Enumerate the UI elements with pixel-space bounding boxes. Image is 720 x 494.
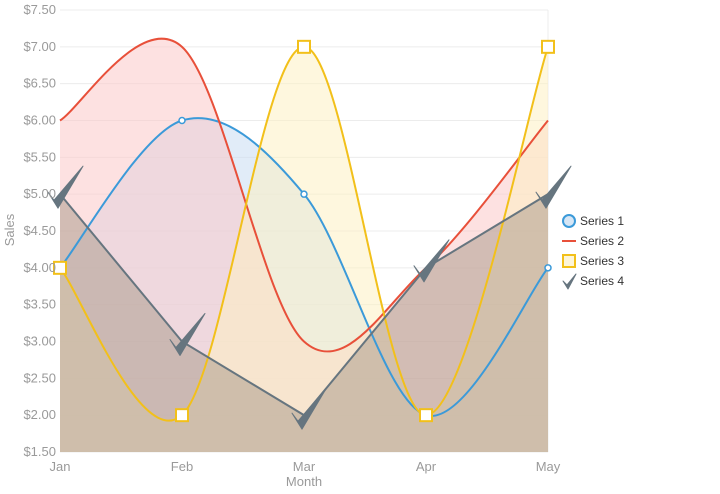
- y-tick-label: $7.00: [23, 39, 56, 54]
- y-tick-label: $2.00: [23, 407, 56, 422]
- y-tick-label: $5.00: [23, 186, 56, 201]
- series-3-point[interactable]: [297, 39, 311, 54]
- series-4-point[interactable]: [413, 239, 450, 283]
- legend-item-series-4[interactable]: Series 4: [562, 273, 624, 290]
- series-1-point[interactable]: [544, 264, 552, 272]
- legend-label: Series 3: [580, 254, 624, 268]
- series-3-point[interactable]: [419, 408, 433, 423]
- y-tick-label: $5.50: [23, 149, 56, 164]
- legend: Series 1 Series 2 Series 3 Series 4: [562, 214, 624, 290]
- y-tick-label: $1.50: [23, 444, 56, 459]
- y-tick-label: $6.50: [23, 76, 56, 91]
- series-1-point[interactable]: [300, 190, 308, 198]
- legend-square-icon: [562, 254, 576, 268]
- x-axis-ticks: Jan Feb Mar Apr May: [50, 459, 561, 474]
- x-axis-title: Month: [286, 474, 322, 489]
- y-tick-label: $3.00: [23, 334, 56, 349]
- y-tick-label: $2.50: [23, 370, 56, 385]
- y-axis-ticks: $1.50 $2.00 $2.50 $3.00 $3.50 $4.00 $4.50 $5.00…: [23, 2, 56, 459]
- legend-item-series-2[interactable]: Series 2: [562, 234, 624, 248]
- legend-check-icon: [562, 273, 577, 290]
- series-3-point[interactable]: [541, 39, 555, 54]
- series-1-line: [59, 117, 549, 417]
- x-tick-label: Jan: [50, 459, 71, 474]
- y-tick-label: $3.50: [23, 297, 56, 312]
- series-3-line: [59, 45, 549, 422]
- series-3-point[interactable]: [53, 260, 67, 275]
- marker-layer: [47, 39, 572, 430]
- y-tick-label: $4.00: [23, 260, 56, 275]
- x-tick-label: Feb: [171, 459, 193, 474]
- area-layer: [60, 38, 548, 452]
- y-tick-label: $4.50: [23, 223, 56, 238]
- series-3-area: [60, 46, 548, 452]
- legend-label: Series 2: [580, 234, 624, 248]
- legend-item-series-1[interactable]: Series 1: [562, 214, 624, 228]
- series-2-line: [59, 37, 549, 353]
- series-1-point[interactable]: [178, 116, 186, 125]
- series-4-point[interactable]: [535, 165, 572, 209]
- series-4-point[interactable]: [291, 386, 328, 430]
- series-4-area: [60, 194, 548, 452]
- y-axis-title: Sales: [2, 213, 17, 246]
- x-tick-label: Mar: [293, 459, 316, 474]
- series-3-point[interactable]: [175, 408, 189, 423]
- x-tick-label: May: [536, 459, 561, 474]
- legend-item-series-3[interactable]: Series 3: [562, 254, 624, 268]
- y-tick-label: $7.50: [23, 2, 56, 17]
- x-tick-label: Apr: [416, 459, 437, 474]
- series-4-point[interactable]: [47, 165, 84, 209]
- legend-circle-icon: [562, 214, 576, 228]
- y-tick-label: $6.00: [23, 113, 56, 128]
- legend-label: Series 1: [580, 214, 624, 228]
- series-4-point[interactable]: [169, 313, 206, 356]
- legend-label: Series 4: [580, 274, 624, 288]
